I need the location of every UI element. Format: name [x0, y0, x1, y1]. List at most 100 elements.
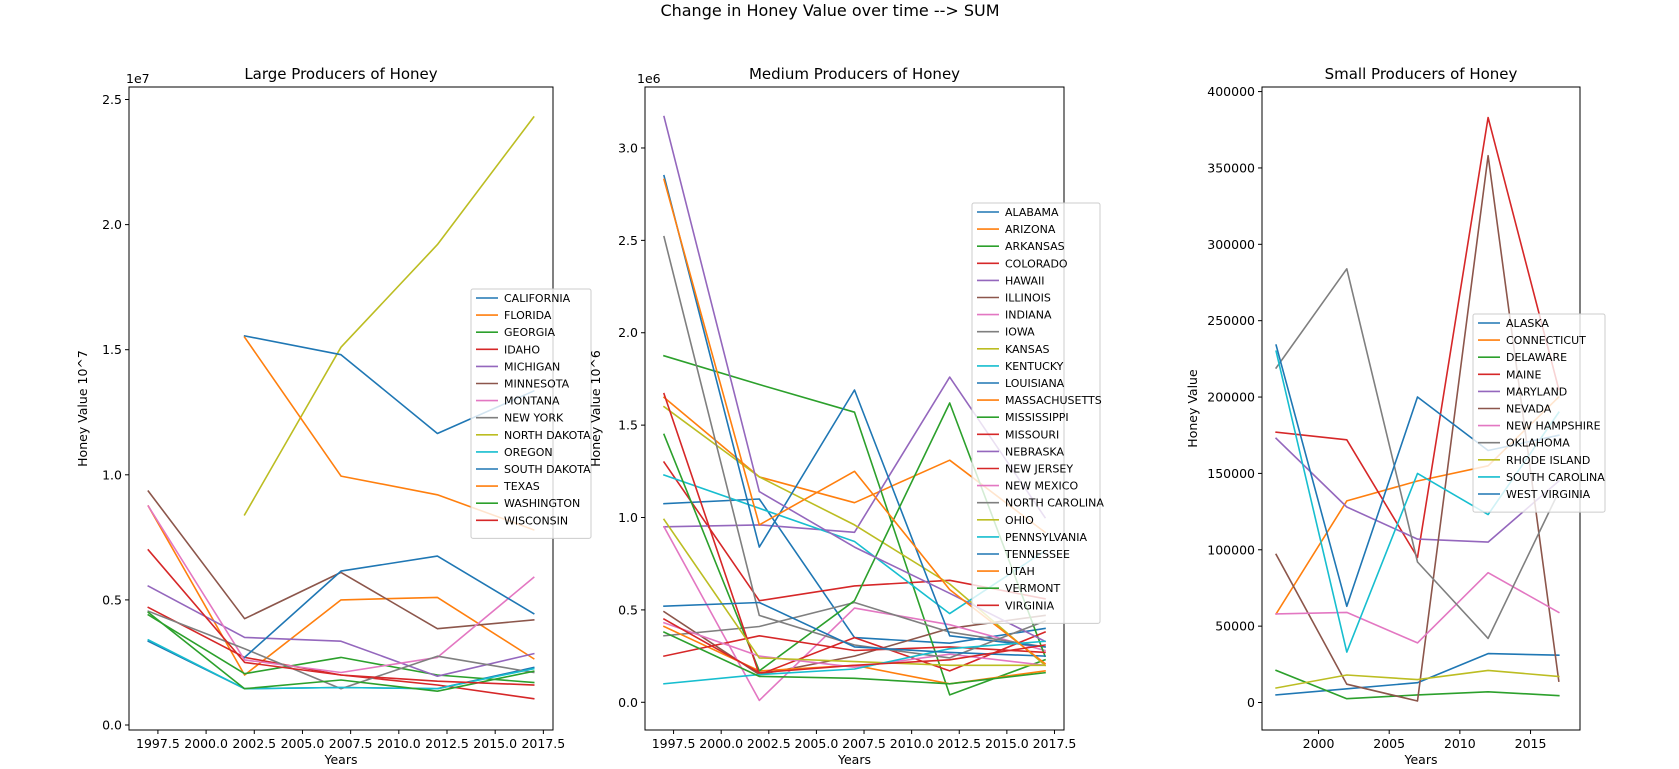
series-line-georgia	[147, 613, 535, 684]
legend-entry: NEW MEXICO	[1005, 480, 1078, 493]
legend-entry: VIRGINIA	[1005, 599, 1055, 612]
y-tick-label: 1.5	[618, 418, 638, 433]
legend-entry: TEXAS	[503, 480, 540, 493]
y-tick-label: 2.5	[618, 233, 638, 248]
series-line-montana	[147, 504, 535, 674]
y-tick-label: 0	[1247, 695, 1255, 710]
legend-entry: FLORIDA	[504, 309, 552, 322]
legend-entry: IDAHO	[504, 343, 540, 356]
legend-entry: OREGON	[504, 446, 553, 459]
legend-entry: DELAWARE	[1506, 351, 1567, 364]
x-tick-label: 2012.5	[425, 736, 469, 751]
legend-entry: MARYLAND	[1506, 385, 1567, 398]
series-line-new-jersey	[663, 635, 1046, 658]
legend-entry: HAWAII	[1005, 274, 1044, 287]
x-tick-label: 2017.5	[1033, 736, 1077, 751]
series-line-washington	[147, 611, 535, 692]
series-line-maine	[1275, 116, 1560, 559]
series-line-new-mexico	[662, 621, 1046, 668]
y-offset-text: 1e6	[637, 71, 661, 86]
x-tick-label: 2015.0	[985, 736, 1029, 751]
legend-entry: ALABAMA	[1005, 206, 1059, 219]
x-axis-label: Years	[837, 752, 871, 767]
legend-entry: MONTANA	[504, 395, 560, 408]
y-tick-label: 0.5	[618, 602, 638, 617]
y-axis-label: Honey Value	[1185, 369, 1200, 448]
panel-title: Medium Producers of Honey	[749, 65, 960, 83]
legend-entry: GEORGIA	[504, 326, 556, 339]
legend-entry: NORTH DAKOTA	[504, 429, 591, 442]
y-offset-text: 1e7	[126, 71, 150, 86]
series-line-pennsylvania	[663, 640, 1046, 685]
y-tick-label: 2.0	[102, 217, 122, 232]
legend-entry: MISSOURI	[1005, 428, 1059, 441]
x-axis-label: Years	[1404, 752, 1438, 767]
panel-small-producers: Small Producers of Honey 2000 2005 2010 2015…	[1185, 65, 1606, 767]
legend-entry: CONNECTICUT	[1506, 334, 1586, 347]
y-tick-label: 0.0	[618, 695, 638, 710]
legend-entry: NORTH CAROLINA	[1005, 497, 1104, 510]
x-tick-label: 2017.5	[521, 736, 565, 751]
y-tick-label: 250000	[1207, 313, 1255, 328]
y-axis-label: Honey Value 10^7	[75, 350, 90, 467]
legend-entry: ARKANSAS	[1005, 240, 1065, 253]
legend-entry: NEW YORK	[504, 412, 564, 425]
series-line-tennessee	[663, 601, 1046, 657]
legend-box	[1472, 313, 1606, 513]
legend-box	[470, 288, 592, 539]
legend-entry: NEW HAMPSHIRE	[1506, 420, 1601, 433]
legend-entry: TENNESSEE	[1004, 548, 1070, 561]
series-line-rhode-island	[1275, 669, 1560, 689]
x-tick-label: 2002.5	[232, 736, 276, 751]
legend-entry: WEST VIRGINIA	[1506, 488, 1591, 501]
legend-entry: COLORADO	[1005, 257, 1068, 270]
x-tick-label: 2007.5	[842, 736, 886, 751]
legend-entry: MAINE	[1506, 368, 1541, 381]
x-tick-label: 2012.5	[937, 736, 981, 751]
x-tick-label: 2015	[1515, 736, 1547, 751]
panel-title: Small Producers of Honey	[1325, 65, 1518, 83]
x-tick-label: 2010.0	[377, 736, 421, 751]
series-line-delaware	[1275, 669, 1560, 700]
y-tick-label: 2.5	[102, 92, 122, 107]
series-line-vermont	[662, 631, 1046, 685]
series-line-unlabeled	[243, 555, 535, 659]
figure-suptitle: Change in Honey Value over time --> SUM	[660, 1, 999, 20]
legend-entry: INDIANA	[1005, 309, 1052, 322]
legend-entry: IOWA	[1005, 326, 1035, 339]
y-tick-label: 400000	[1207, 84, 1255, 99]
legend-entry: MISSISSIPPI	[1005, 411, 1069, 424]
y-tick-label: 3.0	[618, 140, 638, 155]
legend-entry: MICHIGAN	[504, 360, 560, 373]
legend-entry: MINNESOTA	[504, 378, 570, 391]
legend-entry: UTAH	[1005, 565, 1035, 578]
y-tick-label: 1.5	[102, 342, 122, 357]
y-tick-label: 100000	[1207, 542, 1255, 557]
y-tick-label: 350000	[1207, 160, 1255, 175]
legend-box	[971, 202, 1101, 624]
series-line-florida	[147, 505, 535, 676]
legend-entry: WASHINGTON	[504, 497, 580, 510]
y-tick-label: 150000	[1207, 466, 1255, 481]
legend-entry: NEVADA	[1506, 403, 1552, 416]
series-line-illinois	[662, 610, 1046, 676]
panel-large-producers: Large Producers of Honey 1997.5 2000.0 2002…	[75, 65, 592, 767]
legend-entry: CALIFORNIA	[504, 292, 571, 305]
x-tick-label: 2005.0	[795, 736, 839, 751]
series-line-iowa	[663, 601, 1046, 648]
x-tick-label: 2010.0	[890, 736, 934, 751]
x-tick-label: 2000.0	[699, 736, 743, 751]
legend-entry: ILLINOIS	[1005, 292, 1051, 305]
x-tick-label: 2005.0	[281, 736, 325, 751]
x-tick-label: 2015.0	[473, 736, 517, 751]
legend: ALABAMA ARIZONA ARKANSAS COLORADO HAWAII ILLI…	[971, 202, 1104, 624]
x-tick-label: 1997.5	[136, 736, 180, 751]
legend-entry: RHODE ISLAND	[1506, 454, 1590, 467]
legend-entry: VERMONT	[1005, 582, 1060, 595]
y-tick-label: 1.0	[618, 510, 638, 525]
legend-entry: PENNSYLVANIA	[1005, 531, 1087, 544]
legend: CALIFORNIA FLORIDA GEORGIA IDAHO MICHIGAN MIN…	[470, 288, 592, 539]
x-tick-label: 2000	[1303, 736, 1335, 751]
series-line-new-hampshire	[1275, 571, 1560, 644]
legend-entry: LOUISIANA	[1005, 377, 1065, 390]
